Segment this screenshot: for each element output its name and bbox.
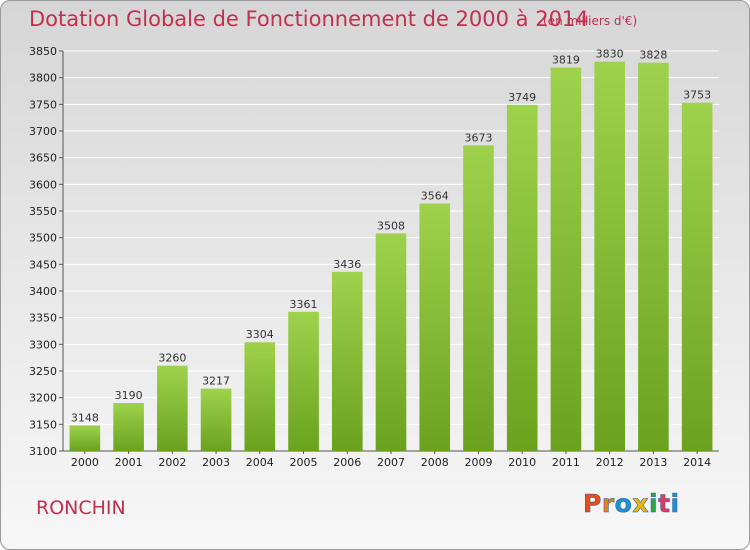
bar-2004 (244, 342, 276, 451)
value-label-2001: 3190 (115, 389, 143, 402)
y-tick-label: 3400 (29, 285, 57, 298)
value-label-2013: 3828 (639, 49, 667, 62)
bar-2003 (200, 388, 232, 451)
bar-2011 (550, 67, 582, 452)
value-label-2009: 3673 (464, 131, 492, 144)
value-label-2007: 3508 (377, 219, 405, 232)
x-tick-label-2000: 2000 (71, 456, 99, 469)
logo-letter: P (583, 489, 602, 519)
x-tick-label-2002: 2002 (158, 456, 186, 469)
bar-2002 (157, 365, 188, 451)
y-tick-label: 3850 (29, 45, 57, 58)
y-tick-label: 3350 (29, 312, 57, 325)
x-tick-label-2006: 2006 (333, 456, 361, 469)
bar-2009 (463, 145, 494, 451)
x-tick-label-2003: 2003 (202, 456, 230, 469)
bar-2014 (681, 102, 713, 451)
logo-letter: o (614, 489, 633, 519)
bar-2007 (375, 233, 407, 451)
value-label-2005: 3361 (290, 298, 318, 311)
y-tick-label: 3600 (29, 178, 57, 191)
x-tick-label-2012: 2012 (596, 456, 624, 469)
y-tick-label: 3500 (29, 232, 57, 245)
x-tick-label-2005: 2005 (290, 456, 318, 469)
y-tick-label: 3100 (29, 445, 57, 458)
x-tick-label-2008: 2008 (421, 456, 449, 469)
x-tick-label-2011: 2011 (552, 456, 580, 469)
x-tick-label-2007: 2007 (377, 456, 405, 469)
x-tick-label-2014: 2014 (683, 456, 711, 469)
value-label-2010: 3749 (508, 91, 536, 104)
y-tick-label: 3650 (29, 152, 57, 165)
bars (69, 61, 713, 452)
y-tick-label: 3250 (29, 365, 57, 378)
y-tick-label: 3800 (29, 72, 57, 85)
value-label-2014: 3753 (683, 89, 711, 102)
bar-2013 (638, 62, 669, 451)
x-tick-label-2001: 2001 (115, 456, 143, 469)
chart-unit: (en milliers d'€) (543, 14, 638, 28)
logo-letter: i (649, 489, 659, 519)
x-tick-label-2009: 2009 (464, 456, 492, 469)
value-label-2000: 3148 (71, 411, 99, 424)
value-label-2008: 3564 (421, 190, 449, 203)
value-label-2004: 3304 (246, 328, 274, 341)
y-tick-label: 3300 (29, 338, 57, 351)
bar-2006 (331, 271, 363, 451)
bar-2000 (69, 425, 101, 451)
y-tick-label: 3450 (29, 258, 57, 271)
y-tick-label: 3750 (29, 98, 57, 111)
logo-letter: r (601, 489, 615, 519)
bar-2005 (288, 311, 319, 451)
value-label-2011: 3819 (552, 54, 580, 67)
value-label-2002: 3260 (158, 352, 186, 365)
value-label-2012: 3830 (596, 48, 624, 61)
logo-letter: t (658, 489, 671, 519)
value-label-2003: 3217 (202, 375, 230, 388)
proxiti-logo[interactable]: Proxiti (583, 489, 680, 519)
x-tick-label-2010: 2010 (508, 456, 536, 469)
city-name: RONCHIN (36, 497, 126, 519)
chart-title: Dotation Globale de Fonctionnement de 20… (29, 7, 589, 31)
y-tick-label: 3150 (29, 418, 57, 431)
y-tick-label: 3700 (29, 125, 57, 138)
x-tick-label-2013: 2013 (639, 456, 667, 469)
logo-letter: x (632, 489, 649, 519)
labels: 3100 3150 3200 3250 3300 3350 3400 3450 3500 3550… (29, 45, 711, 469)
bar-2008 (419, 203, 451, 451)
y-tick-label: 3200 (29, 392, 57, 405)
logo-letter: i (670, 489, 680, 519)
value-label-2006: 3436 (333, 258, 361, 271)
y-tick-label: 3550 (29, 205, 57, 218)
x-tick-label-2004: 2004 (246, 456, 274, 469)
bar-2001 (113, 403, 144, 451)
bar-2012 (594, 61, 625, 452)
bar-2010 (506, 104, 538, 451)
